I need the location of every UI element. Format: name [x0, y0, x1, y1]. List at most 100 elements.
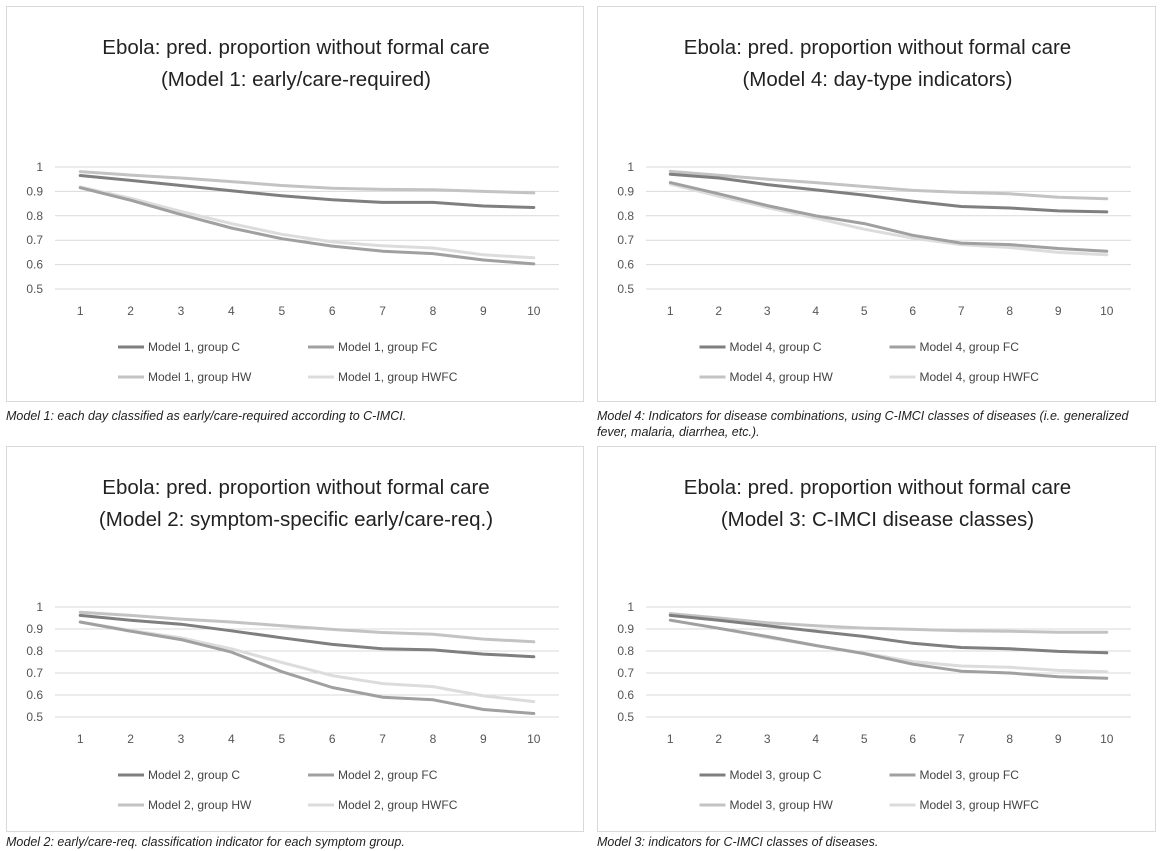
x-tick-label: 2 — [715, 732, 722, 746]
legend-label: Model 3, group FC — [920, 768, 1020, 782]
chart-subtitle: (Model 2: symptom-specific early/care-re… — [99, 508, 493, 531]
chart-caption: Model 2: early/care-req. classification … — [6, 835, 405, 849]
series-line-group-hw — [668, 612, 1109, 634]
series-line-group-c — [78, 613, 536, 659]
series-line-group-hw — [668, 169, 1109, 201]
chart-frame: Ebola: pred. proportion without formal c… — [6, 6, 584, 402]
x-tick-label: 1 — [77, 304, 84, 318]
legend-label: Model 1, group FC — [338, 340, 438, 354]
y-tick-label: 0.9 — [617, 622, 634, 636]
legend-label: Model 2, group FC — [338, 768, 438, 782]
legend-label: Model 4, group C — [730, 340, 822, 354]
x-tick-label: 10 — [1100, 732, 1114, 746]
x-tick-label: 5 — [861, 304, 868, 318]
x-tick-label: 6 — [329, 732, 336, 746]
series-line-group-hwfc — [668, 182, 1109, 257]
chart-subtitle: (Model 4: day-type indicators) — [742, 68, 1012, 91]
series-line-group-c — [78, 174, 536, 209]
y-tick-label: 1 — [36, 160, 43, 174]
line-chart-model-2: Ebola: pred. proportion without formal c… — [26, 476, 559, 812]
x-tick-label: 10 — [1100, 304, 1114, 318]
x-tick-label: 5 — [861, 732, 868, 746]
legend-label: Model 1, group HWFC — [338, 370, 458, 384]
chart-frame: Ebola: pred. proportion without formal c… — [6, 446, 584, 832]
legend-label: Model 4, group HW — [730, 370, 834, 384]
chart-title: Ebola: pred. proportion without formal c… — [684, 36, 1071, 59]
x-tick-label: 10 — [527, 304, 541, 318]
y-tick-label: 0.9 — [26, 184, 43, 198]
x-tick-label: 8 — [1006, 732, 1013, 746]
x-tick-label: 3 — [178, 732, 185, 746]
x-tick-label: 3 — [178, 304, 185, 318]
y-tick-label: 0.5 — [617, 282, 634, 296]
x-tick-label: 6 — [909, 304, 916, 318]
series-line-group-fc — [668, 181, 1109, 253]
x-tick-label: 4 — [812, 304, 819, 318]
x-tick-label: 6 — [909, 732, 916, 746]
series-line-group-hwfc — [78, 185, 536, 260]
chart-caption: Model 1: each day classified as early/ca… — [6, 409, 407, 423]
x-tick-label: 9 — [1055, 732, 1062, 746]
x-tick-label: 2 — [127, 732, 134, 746]
legend-label: Model 2, group HW — [148, 798, 252, 812]
y-tick-label: 0.6 — [26, 688, 43, 702]
x-tick-label: 2 — [127, 304, 134, 318]
y-tick-label: 0.5 — [26, 710, 43, 724]
series-line-group-hw — [78, 170, 536, 195]
y-tick-label: 0.7 — [26, 666, 43, 680]
legend-label: Model 4, group FC — [920, 340, 1020, 354]
y-tick-label: 0.8 — [617, 209, 634, 223]
x-tick-label: 2 — [715, 304, 722, 318]
y-tick-label: 0.6 — [617, 688, 634, 702]
y-tick-label: 0.5 — [26, 282, 43, 296]
legend-label: Model 3, group HW — [730, 798, 834, 812]
series-line-group-hw — [78, 610, 536, 644]
legend-label: Model 2, group C — [148, 768, 240, 782]
x-tick-label: 9 — [480, 732, 487, 746]
x-tick-label: 8 — [1006, 304, 1013, 318]
chart-subtitle: (Model 3: C-IMCI disease classes) — [721, 508, 1034, 531]
x-tick-label: 4 — [228, 304, 235, 318]
x-tick-label: 7 — [379, 732, 386, 746]
chart-frame: Ebola: pred. proportion without formal c… — [597, 446, 1156, 832]
legend-label: Model 1, group C — [148, 340, 240, 354]
y-tick-label: 0.5 — [617, 710, 634, 724]
y-tick-label: 1 — [627, 160, 634, 174]
series-line-group-c — [668, 613, 1109, 655]
y-tick-label: 0.8 — [26, 209, 43, 223]
x-tick-label: 4 — [812, 732, 819, 746]
chart-frame: Ebola: pred. proportion without formal c… — [597, 6, 1156, 402]
y-tick-label: 0.7 — [26, 233, 43, 247]
chart-subtitle: (Model 1: early/care-required) — [161, 68, 431, 91]
line-chart-model-3: Ebola: pred. proportion without formal c… — [617, 476, 1131, 812]
series-line-group-fc — [78, 186, 536, 266]
x-tick-label: 9 — [480, 304, 487, 318]
x-tick-label: 8 — [430, 732, 437, 746]
x-tick-label: 5 — [278, 304, 285, 318]
x-tick-label: 1 — [77, 732, 84, 746]
series-line-group-fc — [78, 620, 536, 715]
x-tick-label: 7 — [379, 304, 386, 318]
legend-label: Model 2, group HWFC — [338, 798, 458, 812]
series-line-group-fc — [668, 618, 1109, 680]
chart-title: Ebola: pred. proportion without formal c… — [102, 36, 489, 59]
y-tick-label: 0.8 — [26, 644, 43, 658]
y-tick-label: 0.7 — [617, 233, 634, 247]
y-tick-label: 0.8 — [617, 644, 634, 658]
y-tick-label: 1 — [627, 600, 634, 614]
legend-label: Model 3, group C — [730, 768, 822, 782]
y-tick-label: 0.6 — [26, 258, 43, 272]
y-tick-label: 0.7 — [617, 666, 634, 680]
series-line-group-c — [668, 172, 1109, 214]
x-tick-label: 8 — [430, 304, 437, 318]
x-tick-label: 3 — [764, 732, 771, 746]
x-tick-label: 6 — [329, 304, 336, 318]
x-tick-label: 9 — [1055, 304, 1062, 318]
y-tick-label: 1 — [36, 600, 43, 614]
chart-title: Ebola: pred. proportion without formal c… — [684, 476, 1071, 499]
x-tick-label: 1 — [667, 732, 674, 746]
y-tick-label: 0.9 — [617, 184, 634, 198]
x-tick-label: 5 — [278, 732, 285, 746]
x-tick-label: 7 — [958, 732, 965, 746]
x-tick-label: 10 — [527, 732, 541, 746]
